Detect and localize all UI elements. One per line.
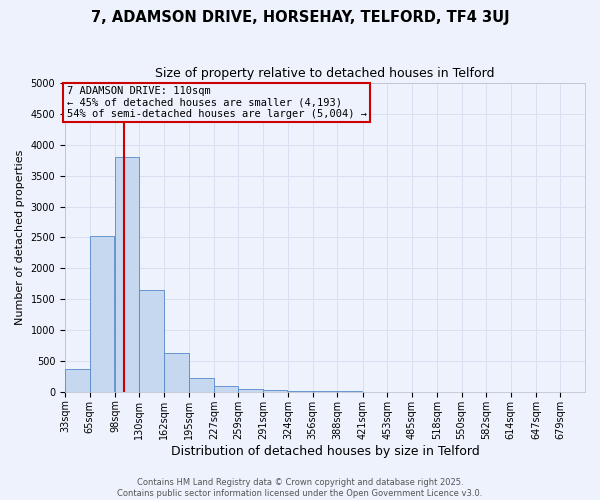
Title: Size of property relative to detached houses in Telford: Size of property relative to detached ho…: [155, 68, 495, 80]
Text: 7, ADAMSON DRIVE, HORSEHAY, TELFORD, TF4 3UJ: 7, ADAMSON DRIVE, HORSEHAY, TELFORD, TF4…: [91, 10, 509, 25]
Bar: [214, 386, 238, 392]
Bar: [238, 388, 263, 392]
Bar: [115, 157, 139, 392]
Y-axis label: Number of detached properties: Number of detached properties: [15, 150, 25, 325]
Bar: [263, 390, 287, 392]
Text: 7 ADAMSON DRIVE: 110sqm
← 45% of detached houses are smaller (4,193)
54% of semi: 7 ADAMSON DRIVE: 110sqm ← 45% of detache…: [67, 86, 367, 120]
Bar: [288, 391, 313, 392]
Bar: [89, 236, 114, 392]
Text: Contains HM Land Registry data © Crown copyright and database right 2025.
Contai: Contains HM Land Registry data © Crown c…: [118, 478, 482, 498]
Bar: [189, 378, 214, 392]
Bar: [164, 353, 188, 392]
X-axis label: Distribution of detached houses by size in Telford: Distribution of detached houses by size …: [170, 444, 479, 458]
Bar: [65, 368, 89, 392]
Bar: [139, 290, 164, 392]
